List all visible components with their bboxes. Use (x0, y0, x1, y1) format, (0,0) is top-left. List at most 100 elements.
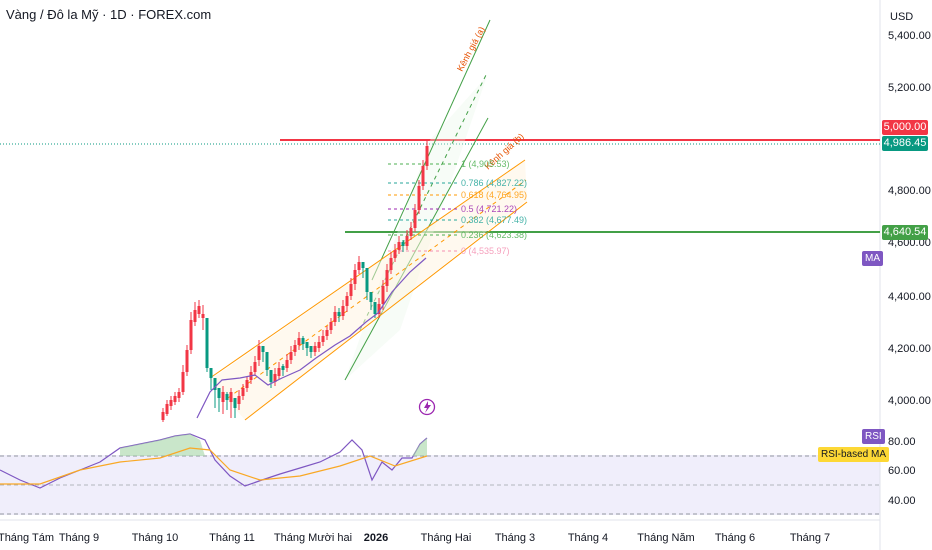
candle-body (269, 370, 273, 382)
last-price-tag: 4,986.45 (882, 136, 928, 151)
price-tick: 4,800.00 (888, 185, 931, 197)
candle-body (253, 362, 257, 372)
candle-body (413, 210, 417, 228)
candle-body (405, 236, 409, 246)
fib-level-label: 0.382 (4,677.49) (461, 215, 527, 225)
candle-body (353, 270, 357, 284)
candle-body (193, 310, 197, 322)
rsi-badge[interactable]: RSI (862, 429, 885, 444)
candle-body (201, 314, 205, 318)
time-tick: Tháng 6 (715, 532, 755, 544)
candle-body (389, 258, 393, 270)
time-tick: Tháng Năm (637, 532, 694, 544)
candle-body (181, 372, 185, 392)
candle-body (261, 346, 265, 352)
candle-body (313, 346, 317, 352)
candle-body (237, 396, 241, 404)
channel-a-label: Kênh giá (a) (455, 25, 487, 73)
event-lightning-icon[interactable] (418, 398, 436, 416)
time-tick: Tháng 11 (209, 532, 255, 544)
fib-retracement[interactable]: 1 (4,905.53) 0.786 (4,827.22) 0.618 (4,764… (388, 159, 527, 256)
candle-body (221, 392, 225, 402)
time-tick: Tháng Tám (0, 532, 54, 544)
candle-body (345, 296, 349, 306)
candle-body (285, 360, 289, 368)
candle-body (257, 346, 261, 360)
candle-body (289, 352, 293, 360)
fib-level-label: 0 (4,535.97) (461, 246, 510, 256)
price-tick: 5,400.00 (888, 30, 931, 42)
ma-line (196, 257, 427, 419)
candle-body (425, 146, 429, 166)
candle-body (209, 368, 213, 378)
candle-body (361, 262, 365, 268)
candle-body (177, 392, 181, 398)
candle-body (333, 312, 337, 322)
fib-level-label: 0.236 (4,623.38) (461, 230, 527, 240)
resistance-price-tag: 5,000.00 (882, 120, 928, 135)
candle-body (229, 392, 233, 402)
candle-body (233, 398, 237, 408)
candle-body (349, 284, 353, 296)
fib-level-label: 0.618 (4,764.95) (461, 190, 527, 200)
ma-badge[interactable]: MA (862, 251, 883, 266)
price-tick: 4,200.00 (888, 343, 931, 355)
candle-body (165, 404, 169, 414)
candle-body (365, 268, 369, 292)
candle-body (217, 388, 221, 398)
time-axis[interactable]: Tháng Tám Tháng 9 Tháng 10 Tháng 11 Tháng Mư… (0, 532, 830, 544)
rsi-tick: 60.00 (888, 465, 916, 477)
candle-body (309, 346, 313, 352)
price-tick: 4,600.00 (888, 237, 931, 249)
candle-body (273, 374, 277, 382)
candle-body (301, 338, 305, 344)
rsi-axis[interactable]: 80.00 60.00 40.00 (888, 436, 916, 507)
candle-body (297, 338, 301, 345)
candle-body (305, 342, 309, 348)
candle-body (341, 306, 345, 316)
candle-body (377, 304, 381, 314)
fib-level-label: 0.5 (4,721.22) (461, 204, 517, 214)
candle-body (173, 396, 177, 402)
time-tick: Tháng Hai (421, 532, 472, 544)
rsi-ma-badge[interactable]: RSI-based MA (818, 447, 890, 462)
candle-body (189, 320, 193, 350)
candle-body (277, 368, 281, 376)
candle-body (281, 366, 285, 370)
candle-body (293, 345, 297, 352)
candle-body (409, 228, 413, 236)
channel-b-mid (227, 179, 527, 399)
rsi-tick: 40.00 (888, 495, 916, 507)
time-tick: Tháng Mười hai (274, 532, 352, 544)
candle-body (421, 166, 425, 186)
channel-a-upper[interactable] (371, 19, 491, 281)
symbol-title[interactable]: Vàng / Đô la Mỹ · 1D · FOREX.com (6, 7, 212, 22)
candle-body (197, 306, 201, 314)
rsi-overbought-fill-2 (412, 438, 427, 456)
candle-body (357, 262, 361, 270)
candle-body (185, 350, 189, 372)
candle-body (265, 352, 269, 370)
time-tick: 2026 (364, 532, 388, 544)
fib-level-label: 0.786 (4,827.22) (461, 178, 527, 188)
time-tick: Tháng 7 (790, 532, 830, 544)
candle-body (401, 242, 405, 246)
candle-body (225, 394, 229, 400)
candle-body (213, 378, 217, 390)
currency-label: USD (890, 11, 913, 23)
candle-body (397, 242, 401, 250)
candle-body (161, 412, 165, 420)
channel-b-lower[interactable] (244, 201, 528, 421)
time-tick: Tháng 3 (495, 532, 535, 544)
candle-body (205, 318, 209, 368)
candle-body (245, 380, 249, 388)
rsi-ma-line (0, 447, 428, 485)
candle-body (393, 250, 397, 258)
support-price-tag: 4,640.54 (882, 225, 928, 240)
candle-body (385, 270, 389, 286)
candle-body (169, 400, 173, 406)
price-axis[interactable]: 5,400.00 5,200.00 4,800.00 4,600.00 4,400.00… (888, 30, 931, 407)
time-tick: Tháng 9 (59, 532, 99, 544)
time-tick: Tháng 4 (568, 532, 608, 544)
